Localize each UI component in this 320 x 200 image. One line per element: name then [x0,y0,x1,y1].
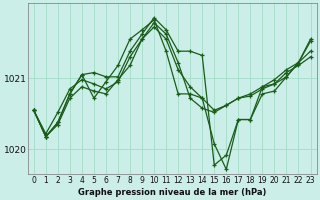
X-axis label: Graphe pression niveau de la mer (hPa): Graphe pression niveau de la mer (hPa) [78,188,266,197]
